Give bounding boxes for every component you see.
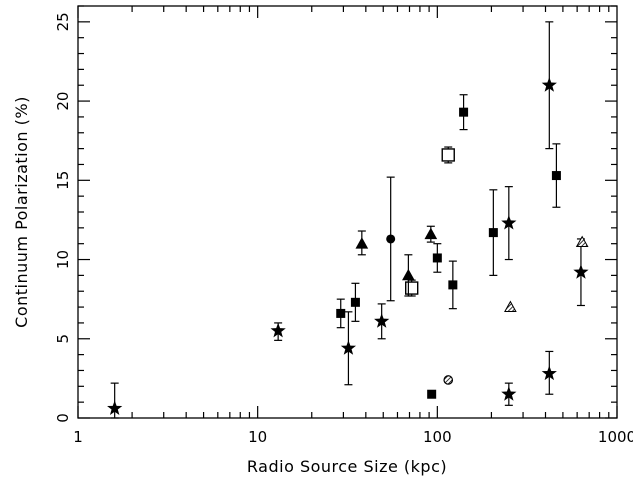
x-axis-label: Radio Source Size (kpc) bbox=[247, 457, 447, 476]
filled-triangle-marker bbox=[355, 237, 369, 249]
data-point bbox=[424, 225, 438, 243]
data-point bbox=[575, 235, 589, 248]
y-tick-label: 25 bbox=[54, 12, 72, 31]
data-point bbox=[405, 279, 419, 297]
data-point bbox=[541, 21, 557, 150]
x-axis-ticks: 1 10 100 1000 bbox=[73, 6, 633, 446]
data-point bbox=[386, 176, 396, 302]
filled-square-marker bbox=[432, 253, 442, 263]
y-tick-label: 0 bbox=[54, 413, 72, 423]
data-point bbox=[270, 322, 286, 341]
hatched-triangle-marker bbox=[575, 235, 589, 248]
data-point bbox=[573, 238, 589, 307]
data-point bbox=[504, 300, 517, 312]
y-tick-label: 20 bbox=[54, 92, 72, 111]
x-tick-label: 1 bbox=[73, 428, 83, 446]
data-point bbox=[448, 260, 458, 310]
data-point bbox=[402, 254, 415, 297]
data-point bbox=[340, 311, 357, 386]
y-tick-label: 5 bbox=[54, 334, 72, 344]
star-marker bbox=[107, 400, 123, 415]
plot-frame bbox=[77, 5, 618, 419]
open-square-marker bbox=[441, 148, 455, 162]
data-point bbox=[427, 389, 437, 399]
filled-triangle-marker bbox=[402, 268, 415, 281]
data-point bbox=[541, 350, 557, 395]
data-points bbox=[107, 21, 589, 419]
data-point bbox=[355, 230, 369, 256]
filled-square-marker bbox=[427, 389, 437, 399]
star-marker bbox=[340, 340, 357, 355]
y-tick-label: 10 bbox=[54, 250, 72, 269]
hatched-triangle-marker bbox=[504, 300, 517, 312]
star-marker bbox=[573, 264, 589, 279]
data-point bbox=[459, 94, 469, 131]
data-point bbox=[107, 382, 123, 419]
y-axis-ticks: 0 5 10 15 20 25 bbox=[54, 5, 617, 423]
data-point bbox=[488, 189, 498, 276]
filled-square-marker bbox=[448, 280, 458, 290]
data-point bbox=[441, 146, 455, 164]
star-marker bbox=[374, 313, 390, 328]
star-marker bbox=[501, 215, 517, 230]
y-tick-label: 15 bbox=[54, 171, 72, 190]
filled-triangle-marker bbox=[424, 227, 438, 240]
filled-square-marker bbox=[336, 308, 346, 318]
filled-square-marker bbox=[551, 171, 561, 181]
data-point bbox=[374, 303, 390, 340]
y-axis-label: Continuum Polarization (%) bbox=[12, 96, 31, 328]
data-point bbox=[336, 298, 346, 329]
data-point bbox=[501, 186, 517, 261]
data-point bbox=[501, 382, 517, 406]
data-point bbox=[350, 282, 360, 322]
star-marker bbox=[501, 386, 517, 401]
open-square-marker bbox=[405, 281, 419, 295]
star-marker bbox=[541, 77, 557, 92]
filled-square-marker bbox=[459, 107, 469, 117]
star-marker bbox=[270, 322, 286, 338]
data-point bbox=[432, 243, 442, 273]
x-tick-label: 10 bbox=[248, 428, 267, 446]
x-tick-label: 100 bbox=[423, 428, 452, 446]
data-point bbox=[551, 143, 561, 208]
hatched-circle-marker bbox=[443, 375, 454, 385]
filled-circle-marker bbox=[386, 234, 396, 244]
star-marker bbox=[541, 365, 557, 381]
x-tick-label: 1000 bbox=[598, 428, 633, 446]
data-point bbox=[443, 375, 454, 385]
filled-square-marker bbox=[350, 297, 360, 307]
filled-square-marker bbox=[488, 228, 498, 238]
